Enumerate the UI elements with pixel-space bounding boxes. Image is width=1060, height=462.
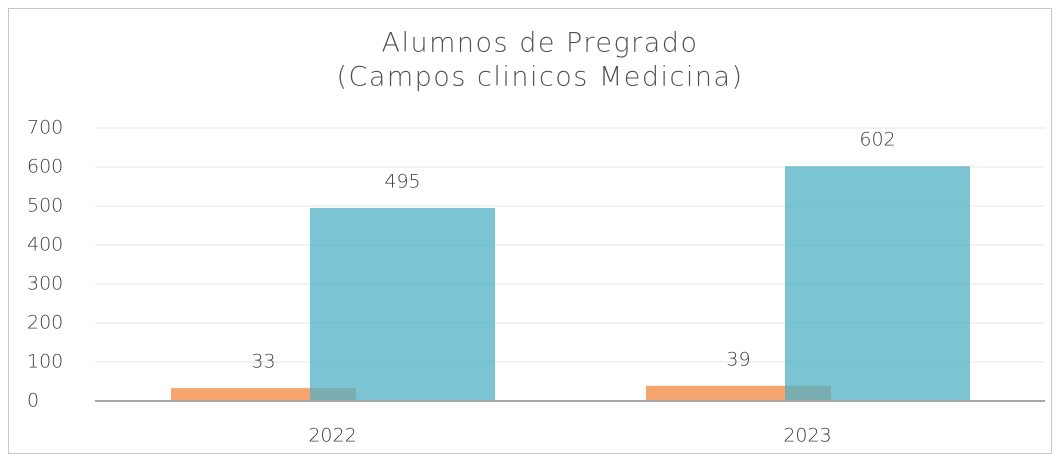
bar <box>646 385 831 401</box>
bar <box>171 388 356 401</box>
y-tick-label: 400 <box>27 234 63 256</box>
y-tick-label: 500 <box>27 195 63 217</box>
y-tick-label: 700 <box>27 117 63 139</box>
bar <box>785 166 970 401</box>
data-label: 33 <box>251 351 275 373</box>
y-tick-label: 200 <box>27 312 63 334</box>
x-tick-label: 2022 <box>308 425 356 447</box>
y-tick-label: 300 <box>27 273 63 295</box>
data-label: 602 <box>859 129 895 151</box>
y-tick-label: 100 <box>27 351 63 373</box>
x-tick-label: 2023 <box>783 425 831 447</box>
chart-title: Alumnos de Pregrado <box>382 28 699 59</box>
data-label: 495 <box>384 170 420 192</box>
chart-subtitle: (Campos clinicos Medicina) <box>336 62 743 93</box>
bar <box>310 207 495 401</box>
y-tick-label: 0 <box>27 390 39 412</box>
data-label: 39 <box>726 348 750 370</box>
y-tick-label: 600 <box>27 156 63 178</box>
